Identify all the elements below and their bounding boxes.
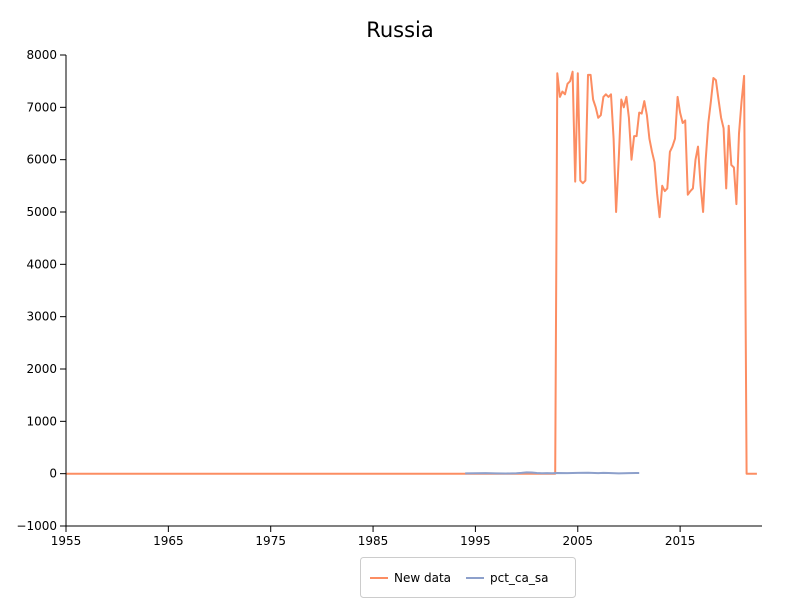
- y-tick-label: −1000: [16, 519, 57, 533]
- x-axis: 1955 1965 1975 1985 1995 2005 2015: [51, 525, 762, 548]
- x-tick-label: 1965: [153, 534, 184, 548]
- y-tick-label: 5000: [26, 205, 57, 219]
- y-tick-label: 3000: [26, 310, 57, 324]
- y-tick-label: 7000: [26, 100, 57, 114]
- chart-title: Russia: [366, 18, 434, 42]
- y-tick-label: 2000: [26, 362, 57, 376]
- legend-label-2: pct_ca_sa: [490, 571, 548, 585]
- x-tick-label: 1995: [460, 534, 491, 548]
- x-tick-label: 2015: [665, 534, 696, 548]
- legend-label-1: New data: [394, 571, 451, 585]
- y-tick-label: 0: [49, 467, 57, 481]
- legend: New data pct_ca_sa: [360, 557, 576, 598]
- x-tick-label: 1975: [255, 534, 286, 548]
- y-axis: −1000 0 1000 2000 3000 4000 5000 6000 7000 8000: [16, 48, 67, 533]
- y-tick-label: 8000: [26, 48, 57, 62]
- series-line-2: [465, 471, 640, 475]
- y-tick-label: 6000: [26, 153, 57, 167]
- y-tick-label: 4000: [26, 257, 57, 271]
- plot-area: [66, 70, 757, 475]
- x-tick-label: 1955: [51, 534, 82, 548]
- y-tick-label: 1000: [26, 414, 57, 428]
- series-line-1: [66, 70, 757, 475]
- x-tick-label: 2005: [562, 534, 593, 548]
- x-tick-label: 1985: [358, 534, 389, 548]
